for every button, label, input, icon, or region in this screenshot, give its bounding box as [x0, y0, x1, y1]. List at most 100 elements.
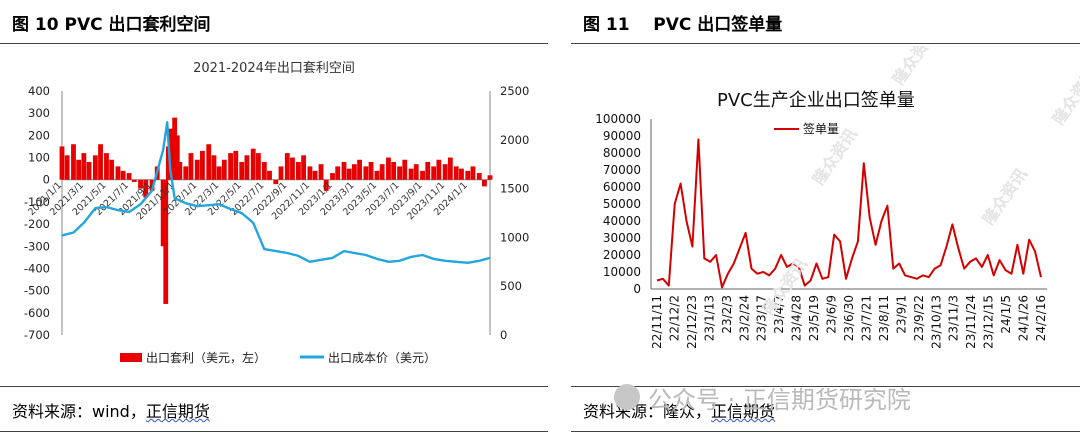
arbitrage-bar: [206, 144, 212, 180]
x-tick-label: 23/4/7: [772, 295, 786, 334]
x-tick-label: 24/2/16: [1034, 295, 1048, 341]
y-right-tick-label: 2000: [500, 133, 529, 147]
arbitrage-bar: [200, 150, 205, 180]
watermark-text: 公众号 · 正信期货研究院: [648, 386, 911, 414]
x-tick-label: 23/3/17: [755, 295, 769, 341]
y-left-tick-label: -200: [24, 217, 50, 231]
arbitrage-bar: [408, 168, 414, 180]
arbitrage-bar: [131, 179, 137, 182]
x-tick-label: 23/10/13: [929, 295, 943, 349]
arbitrage-bar: [453, 166, 459, 180]
arbitrage-bar: [487, 175, 493, 180]
y-left-tick-label: -100: [24, 195, 50, 209]
arbitrage-bar: [312, 170, 318, 180]
arbitrage-bar: [183, 166, 189, 180]
x-tick-label: 23/9/1: [894, 295, 908, 334]
arbitrage-bar: [374, 170, 380, 180]
arbitrage-bar: [250, 148, 256, 180]
arbitrage-bar: [346, 168, 352, 180]
x-tick-label: 23/12/15: [982, 295, 996, 349]
y-tick-label: 70000: [603, 163, 641, 177]
x-tick-label: 23/11/3: [947, 295, 961, 341]
right-figure-title: 图 11 PVC 出口签单量: [583, 15, 783, 35]
arbitrage-bar: [296, 161, 301, 180]
legend-label: 签单量: [803, 121, 839, 136]
arbitrage-bar: [290, 157, 295, 180]
right-bottom-rule: [571, 386, 1080, 387]
arbitrage-bar: [177, 161, 183, 180]
arbitrage-bar: [81, 153, 87, 180]
arbitrage-bar: [447, 157, 453, 180]
arbitrage-bar: [386, 157, 391, 180]
arbitrage-bar: [221, 159, 227, 180]
arbitrage-bar: [211, 155, 217, 180]
arbitrage-bar: [397, 166, 402, 180]
x-tick-label: 23/1/13: [702, 295, 716, 341]
arbitrage-bar: [228, 153, 234, 180]
arbitrage-bar: [413, 164, 419, 180]
left-arbitrage-chart: 2021-2024年出口套利空间4003002001000-100-200-30…: [24, 60, 529, 365]
arbitrage-bar: [318, 164, 324, 180]
y-tick-label: 40000: [603, 214, 641, 228]
arbitrage-bar: [165, 146, 171, 180]
y-tick-label: 0: [633, 282, 641, 296]
arbitrage-bar: [120, 170, 126, 180]
arbitrage-bar: [160, 179, 166, 247]
arbitrage-bar: [76, 159, 82, 180]
right-footer-rule: [571, 431, 1080, 432]
arbitrage-bar: [86, 161, 92, 180]
y-left-tick-label: 0: [43, 173, 50, 187]
y-tick-label: 60000: [603, 180, 641, 194]
arbitrage-bar: [143, 179, 149, 198]
arbitrage-bar: [163, 179, 169, 304]
y-tick-label: 80000: [603, 146, 641, 160]
arbitrage-bar: [323, 179, 329, 191]
y-tick-label: 30000: [603, 231, 641, 245]
y-left-tick-label: 300: [28, 106, 50, 120]
right-source-name: 正信期货: [711, 402, 776, 421]
arbitrage-bar: [71, 144, 76, 180]
x-tick-label: 23/2/3: [720, 295, 734, 334]
x-tick-label: 23/11/24: [964, 295, 978, 349]
left-top-rule: [0, 43, 548, 44]
arbitrage-bar: [244, 155, 250, 180]
arbitrage-bar: [109, 159, 115, 180]
y-tick-label: 90000: [603, 129, 641, 143]
arbitrage-bar: [59, 146, 65, 180]
arbitrage-bar: [261, 161, 267, 180]
y-right-tick-label: 2500: [500, 84, 529, 98]
arbitrage-bar: [431, 166, 437, 180]
left-source-prefix: 资料来源：wind，: [12, 402, 146, 421]
x-tick-label: 23/9/22: [912, 295, 926, 341]
arbitrage-bar: [470, 166, 476, 180]
y-tick-label: 100000: [595, 112, 641, 126]
arbitrage-bar: [363, 166, 369, 180]
left-figure-panel: 图 10 PVC 出口套利空间 2021-2024年出口套利空间 400 300 20…: [0, 15, 548, 432]
arbitrage-bar: [194, 159, 200, 180]
arbitrage-bar: [255, 153, 261, 180]
arbitrage-bar: [92, 155, 98, 180]
right-top-rule: [571, 43, 1080, 44]
y-left-tick-label: 400: [28, 84, 50, 98]
x-tick-label: 23/8/11: [877, 295, 891, 341]
y-right-tick-label: 1500: [500, 182, 529, 196]
arbitrage-bar: [174, 135, 180, 180]
arbitrage-bar: [239, 161, 245, 180]
right-source-prefix: 资料来源：隆众，: [583, 402, 712, 421]
y-left-tick-label: 200: [28, 128, 50, 142]
y-tick-label: 10000: [603, 265, 641, 279]
y-left-tick-label: -300: [24, 239, 50, 253]
y-left-tick-label: -500: [24, 284, 50, 298]
left-source-name: 正信期货: [145, 402, 210, 421]
arbitrage-bar: [98, 144, 103, 180]
arbitrage-bar: [138, 179, 143, 189]
left-footer-rule: [0, 431, 548, 432]
arbitrage-bar: [149, 179, 155, 191]
arbitrage-bar: [104, 153, 109, 180]
arbitrage-bar: [357, 159, 362, 180]
inner-watermark: 隆众资讯: [979, 165, 1031, 228]
arbitrage-bar: [233, 150, 239, 180]
legend-bar-swatch: [120, 353, 142, 362]
arbitrage-bar: [436, 159, 442, 180]
y-left-tick-label: -700: [24, 328, 50, 342]
